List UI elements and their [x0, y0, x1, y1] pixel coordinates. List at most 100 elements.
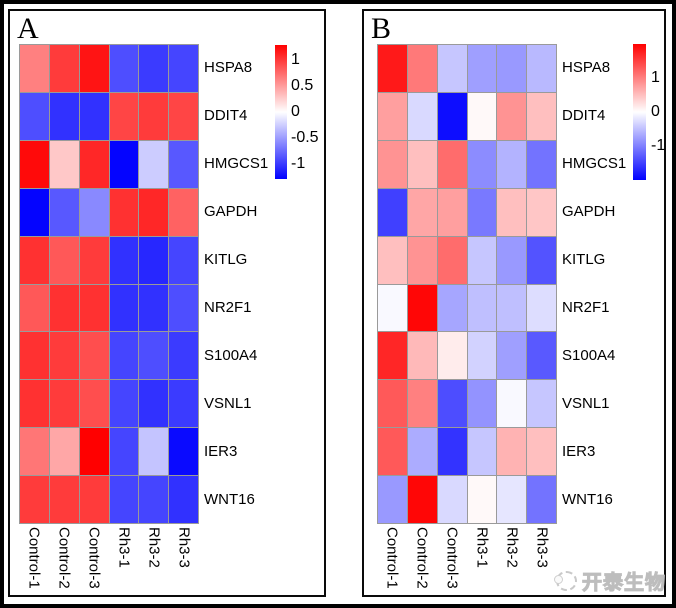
row-label: WNT16	[204, 491, 255, 508]
row-label: NR2F1	[562, 299, 610, 316]
heatmap-cell	[20, 428, 49, 476]
heatmap-cell	[497, 380, 527, 428]
heatmap-cell	[497, 428, 527, 476]
col-label: Rh3-1	[115, 527, 133, 568]
heatmap-cell	[49, 45, 79, 92]
heatmap-cell	[79, 188, 109, 236]
col-label: Control-1	[383, 527, 401, 589]
heatmap-cell	[109, 284, 139, 332]
colorbar	[275, 45, 287, 179]
heatmap-cell	[49, 380, 79, 428]
col-label: Rh3-2	[503, 527, 521, 568]
heatmap-cell	[378, 332, 407, 380]
heatmap-cell	[20, 476, 49, 523]
heatmap-cell	[169, 140, 198, 188]
row-label: KITLG	[562, 251, 606, 268]
heatmap-cell	[79, 92, 109, 140]
row-label: HSPA8	[204, 59, 253, 76]
heatmap-cell	[378, 428, 407, 476]
heatmap-cell	[378, 92, 407, 140]
heatmap-cell	[109, 428, 139, 476]
heatmap-cell	[169, 236, 198, 284]
heatmap-cell	[407, 140, 437, 188]
heatmap-cell	[497, 332, 527, 380]
heatmap-cell	[139, 92, 169, 140]
colorbar-tick-label: 0.5	[291, 77, 314, 94]
heatmap-cell	[437, 92, 467, 140]
heatmap-cell	[79, 476, 109, 523]
heatmap-cell	[139, 332, 169, 380]
heatmap-cell	[467, 92, 497, 140]
heatmap-cell	[407, 92, 437, 140]
heatmap-cell	[437, 45, 467, 92]
heatmap-cell	[467, 236, 497, 284]
heatmap-cell	[467, 476, 497, 523]
heatmap-cell	[139, 428, 169, 476]
col-label: Rh3-2	[145, 527, 163, 568]
heatmap-cell	[79, 332, 109, 380]
col-label: Rh3-3	[533, 527, 551, 568]
heatmap-cell	[378, 236, 407, 284]
heatmap-a	[19, 44, 199, 524]
heatmap-cell	[407, 188, 437, 236]
heatmap-cell	[527, 284, 556, 332]
heatmap-cell	[437, 284, 467, 332]
heatmap-cell	[437, 140, 467, 188]
heatmap-cell	[49, 284, 79, 332]
heatmap-cell	[527, 476, 556, 523]
heatmap-cell	[49, 92, 79, 140]
colorbar-tick-label: -1	[651, 137, 666, 154]
row-label: DDIT4	[562, 107, 606, 124]
heatmap-cell	[169, 380, 198, 428]
heatmap-cell	[467, 188, 497, 236]
colorbar-tick-label: -0.5	[291, 129, 319, 146]
heatmap-cell	[139, 45, 169, 92]
heatmap-cell	[49, 188, 79, 236]
heatmap-cell	[20, 45, 49, 92]
col-label: Control-2	[413, 527, 431, 589]
heatmap-cell	[407, 332, 437, 380]
col-label: Control-1	[25, 527, 43, 589]
heatmap-cell	[139, 188, 169, 236]
heatmap-cell	[79, 45, 109, 92]
heatmap-cell	[169, 284, 198, 332]
heatmap-cell	[497, 45, 527, 92]
heatmap-cell	[467, 380, 497, 428]
heatmap-cell	[109, 476, 139, 523]
panel-b: B HSPA8 DDIT4 HMGCS1 GAPDH KITLG NR2F1 S100A4 V…	[362, 9, 666, 597]
heatmap-cell	[497, 188, 527, 236]
row-label: KITLG	[204, 251, 248, 268]
row-label: WNT16	[562, 491, 613, 508]
heatmap-cell	[109, 380, 139, 428]
heatmap-cell	[79, 380, 109, 428]
heatmap-cell	[139, 476, 169, 523]
heatmap-cell	[79, 284, 109, 332]
panel-a: A HSPA8 DDIT4 HMGCS1 GAPDH KITLG NR2F1 S100A4 V…	[8, 9, 326, 597]
heatmap-cell	[109, 92, 139, 140]
heatmap-cell	[378, 284, 407, 332]
heatmap-cell	[139, 380, 169, 428]
heatmap-cell	[139, 236, 169, 284]
heatmap-cell	[378, 188, 407, 236]
heatmap-cell	[49, 476, 79, 523]
heatmap-cell	[20, 236, 49, 284]
heatmap-cell	[527, 92, 556, 140]
heatmap-cell	[20, 284, 49, 332]
row-label: HSPA8	[562, 59, 611, 76]
heatmap-cell	[109, 236, 139, 284]
heatmap-cell	[169, 332, 198, 380]
row-label: VSNL1	[204, 395, 252, 412]
heatmap-cell	[79, 140, 109, 188]
colorbar-tick-label: 1	[651, 69, 660, 86]
heatmap-cell	[527, 428, 556, 476]
heatmap-cell	[527, 45, 556, 92]
row-label: VSNL1	[562, 395, 610, 412]
col-label: Rh3-1	[473, 527, 491, 568]
heatmap-cell	[437, 428, 467, 476]
heatmap-cell	[49, 236, 79, 284]
heatmap-cell	[139, 140, 169, 188]
col-label: Control-2	[55, 527, 73, 589]
heatmap-cell	[527, 140, 556, 188]
colorbar-tick-label: -1	[291, 155, 306, 172]
heatmap-cell	[437, 188, 467, 236]
